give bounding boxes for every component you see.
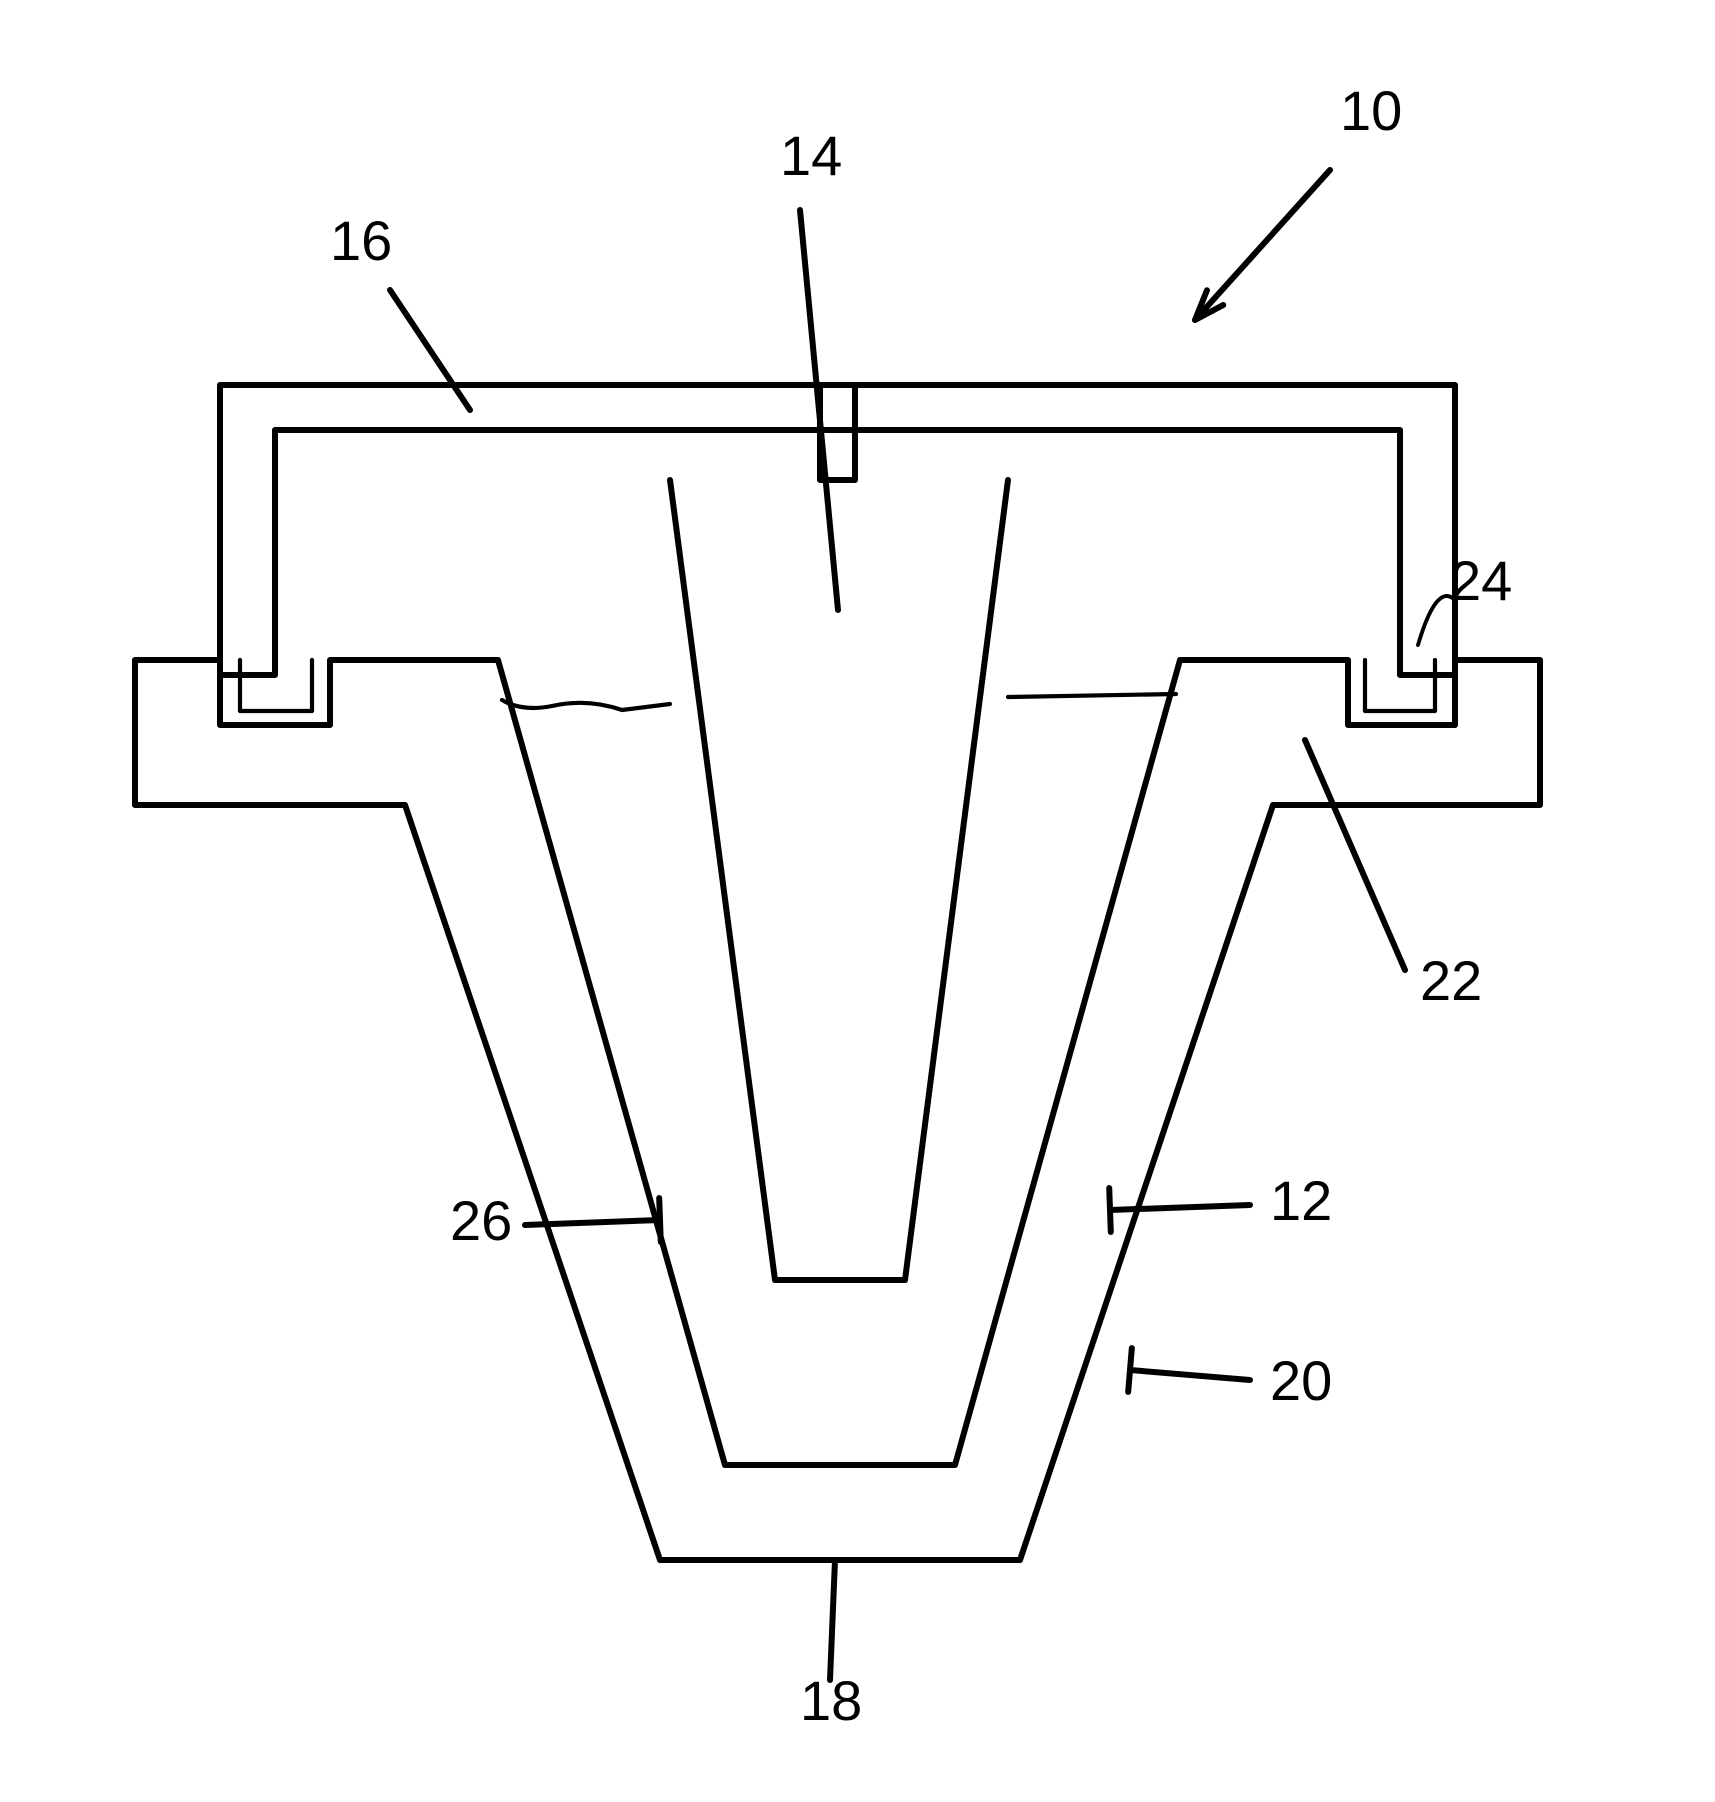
- label-ref22: 22: [1420, 949, 1482, 1012]
- leader-ref14: [800, 210, 838, 610]
- leader-ref22: [1305, 740, 1405, 970]
- leader-ref12: [1110, 1205, 1250, 1210]
- liquid-line-right: [1008, 694, 1176, 697]
- label-ref18: 18: [800, 1669, 862, 1732]
- label-ref26: 26: [450, 1189, 512, 1252]
- leader-ref16: [390, 290, 470, 410]
- label-ref24: 24: [1450, 549, 1512, 612]
- leader-tick-ref26: [659, 1198, 661, 1242]
- label-ref16: 16: [330, 209, 392, 272]
- lid-outer: [220, 385, 1455, 675]
- leader-ref18: [830, 1560, 835, 1680]
- leader-tick-ref12: [1109, 1188, 1111, 1232]
- leader-tick-ref20: [1128, 1348, 1132, 1392]
- label-ref14: 14: [780, 124, 842, 187]
- leader-ref20: [1130, 1370, 1250, 1380]
- arrow-10-shaft: [1195, 170, 1330, 320]
- label-ref12: 12: [1270, 1169, 1332, 1232]
- technical-diagram: 10 14 16 24 22 12 20 18 26: [0, 0, 1715, 1802]
- liquid-line-left: [502, 700, 670, 710]
- label-ref20: 20: [1270, 1349, 1332, 1412]
- label-ref10: 10: [1340, 79, 1402, 142]
